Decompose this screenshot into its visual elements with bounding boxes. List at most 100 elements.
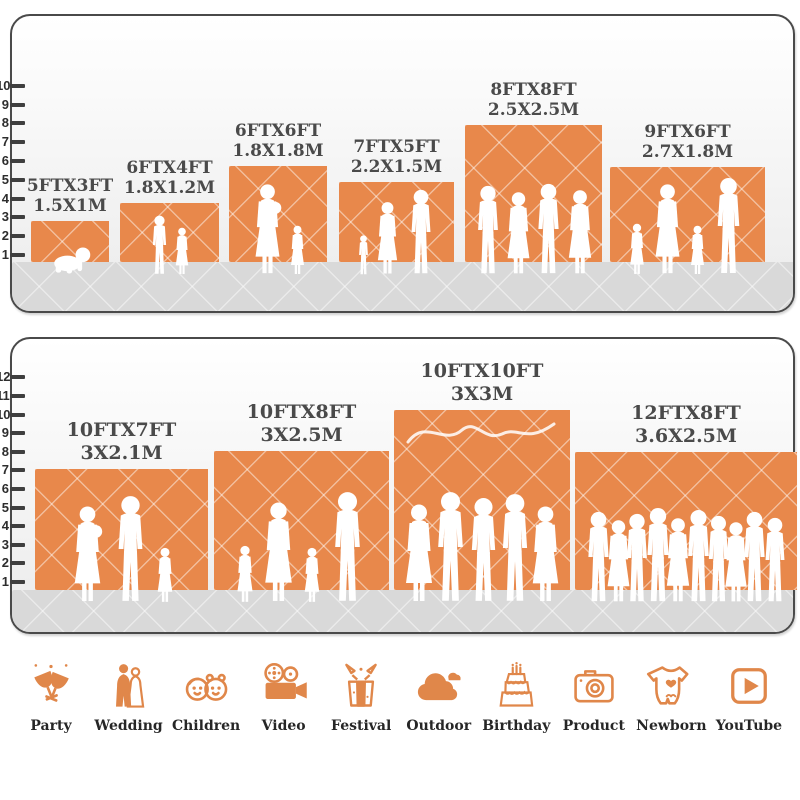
girl-silhouette xyxy=(236,545,253,602)
woman-holding-baby-silhouette xyxy=(74,506,102,602)
youtube-icon xyxy=(731,668,767,704)
script-decoration xyxy=(406,422,556,444)
children-icon xyxy=(185,673,228,701)
figure-group xyxy=(394,491,570,603)
category-label: Video xyxy=(261,718,306,734)
backdrop-size-label: 9FTX6FT 2.7X1.8M xyxy=(641,121,734,162)
figure-group xyxy=(575,507,797,603)
backdrop-6ftx4ft xyxy=(120,203,219,262)
ruler-tick xyxy=(10,140,25,145)
figure-group xyxy=(120,215,219,275)
category-label: Outdoor xyxy=(406,718,472,734)
category-row: Party Wedding Children Video Festival Ou… xyxy=(14,660,786,734)
girl-silhouette xyxy=(304,547,319,602)
girl-silhouette xyxy=(291,225,304,274)
figure-group xyxy=(35,495,208,603)
category-youtube: YouTube xyxy=(712,660,786,734)
ruler-number: 4 xyxy=(1,518,9,534)
backdrop-5ftx3ft xyxy=(31,221,109,262)
man-silhouette xyxy=(503,494,528,601)
man-silhouette xyxy=(118,496,142,601)
man-silhouette xyxy=(765,517,785,602)
ruler-tick xyxy=(10,394,25,398)
ruler-number: 1 xyxy=(1,574,9,589)
ruler-tick xyxy=(10,234,25,239)
figure-group xyxy=(214,491,389,603)
category-children: Children xyxy=(169,660,243,734)
boy-silhouette xyxy=(152,215,167,274)
ruler-number: 2 xyxy=(1,555,9,571)
category-label: Wedding xyxy=(94,718,163,734)
backdrop-size-label: 10FTX8FT 3X2.5M xyxy=(246,401,357,446)
category-festival: Festival xyxy=(324,660,398,734)
party-icon xyxy=(34,664,69,702)
ruler-number: 1 xyxy=(1,247,9,262)
category-label: Newborn xyxy=(636,718,707,734)
man-silhouette xyxy=(334,492,360,601)
woman-silhouette xyxy=(568,190,592,274)
ruler-tick xyxy=(10,83,25,88)
category-label: Children xyxy=(171,718,241,734)
girl-silhouette xyxy=(157,547,172,602)
ruler-number: 6 xyxy=(1,481,9,496)
woman-silhouette xyxy=(667,518,690,602)
category-label: Party xyxy=(30,718,72,734)
girl-silhouette xyxy=(691,225,704,274)
man-silhouette xyxy=(538,183,559,274)
man-silhouette xyxy=(717,177,740,274)
ruler-number: 7 xyxy=(1,462,9,478)
category-label: YouTube xyxy=(715,718,783,734)
backdrop-size-label: 7FTX5FT 2.2X1.5M xyxy=(350,136,443,177)
ruler-tick xyxy=(10,121,25,126)
category-newborn: Newborn xyxy=(634,660,708,734)
man-silhouette xyxy=(411,189,430,274)
ruler-number: 3 xyxy=(1,209,9,225)
ruler-tick xyxy=(10,412,25,417)
newborn-icon xyxy=(647,666,689,705)
category-label: Birthday xyxy=(482,718,551,734)
woman-silhouette xyxy=(607,520,630,602)
ruler-tick xyxy=(10,524,25,529)
baby-silhouette xyxy=(53,247,90,274)
ruler-number: 4 xyxy=(1,190,9,206)
girl-silhouette xyxy=(175,227,189,275)
ruler-number: 5 xyxy=(1,171,9,187)
ruler-tick xyxy=(10,215,25,220)
toddler-silhouette xyxy=(358,235,368,275)
woman-silhouette xyxy=(655,184,680,274)
category-birthday: Birthday xyxy=(479,660,553,734)
ruler-number: 7 xyxy=(1,134,9,150)
man-silhouette xyxy=(687,509,709,602)
outdoor-icon xyxy=(417,672,461,701)
backdrop-10ftx7ft xyxy=(35,469,208,590)
figure-group xyxy=(339,189,454,275)
ruler-number: 9 xyxy=(1,96,9,112)
festival-icon xyxy=(345,663,378,707)
figure-group xyxy=(229,183,327,275)
woman-silhouette xyxy=(377,202,397,274)
panel-medium-large: 12345678910111210FTX7FT3X2.1M 10FTX8FT3X… xyxy=(0,337,797,634)
ruler-tick xyxy=(10,253,25,257)
backdrop-size-label: 10FTX7FT 3X2.1M xyxy=(66,419,177,464)
category-label: Festival xyxy=(331,718,392,734)
ruler-tick xyxy=(10,468,25,473)
figure-group xyxy=(465,183,602,275)
man-silhouette xyxy=(626,513,647,602)
ruler-tick xyxy=(10,487,25,491)
ruler-tick xyxy=(10,102,25,107)
ruler-tick xyxy=(10,159,25,163)
wedding-icon xyxy=(115,664,144,708)
ruler-tick xyxy=(10,542,25,547)
ruler-number: 6 xyxy=(1,153,9,168)
ruler-tick xyxy=(10,177,25,182)
category-wedding: Wedding xyxy=(92,660,166,734)
ruler-number: 12 xyxy=(0,369,11,385)
ruler-tick xyxy=(10,431,25,436)
man-silhouette xyxy=(744,511,765,602)
man-silhouette xyxy=(471,498,495,601)
woman-silhouette xyxy=(725,522,747,602)
ruler-number: 11 xyxy=(0,388,10,403)
ruler-number: 5 xyxy=(1,499,9,515)
